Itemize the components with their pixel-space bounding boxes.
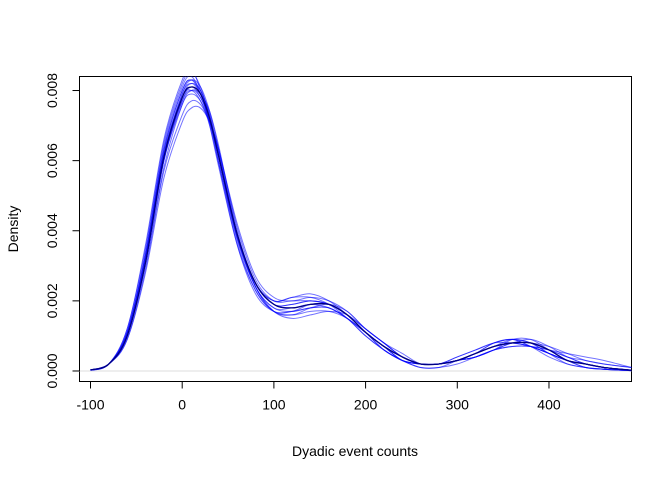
y-tick-label: 0.000: [44, 353, 60, 388]
x-tick-label: 300: [446, 397, 470, 413]
x-tick-label: 400: [537, 397, 561, 413]
x-tick-label: 200: [354, 397, 378, 413]
x-axis: -100 0 100 200 300 400: [76, 381, 561, 413]
y-tick-label: 0.004: [44, 213, 60, 248]
y-tick-label: 0.008: [44, 73, 60, 108]
density-curve-11: [90, 79, 632, 372]
density-curve-10: [90, 99, 632, 371]
y-tick-label: 0.002: [44, 283, 60, 318]
density-curve-4: [90, 105, 632, 371]
density-curve-highlight: [90, 86, 632, 371]
x-tick-label: -100: [76, 397, 104, 413]
density-curve-14: [90, 79, 632, 371]
plot-frame: [79, 76, 632, 382]
y-tick-label: 0.006: [44, 143, 60, 178]
y-axis-title: Density: [5, 206, 21, 253]
x-tick-label: 100: [262, 397, 286, 413]
x-tick-label: 0: [178, 397, 186, 413]
y-axis: 0.000 0.002 0.004 0.006 0.008: [44, 73, 80, 389]
series-layer: [79, 76, 632, 372]
x-axis-title: Dyadic event counts: [292, 443, 418, 459]
